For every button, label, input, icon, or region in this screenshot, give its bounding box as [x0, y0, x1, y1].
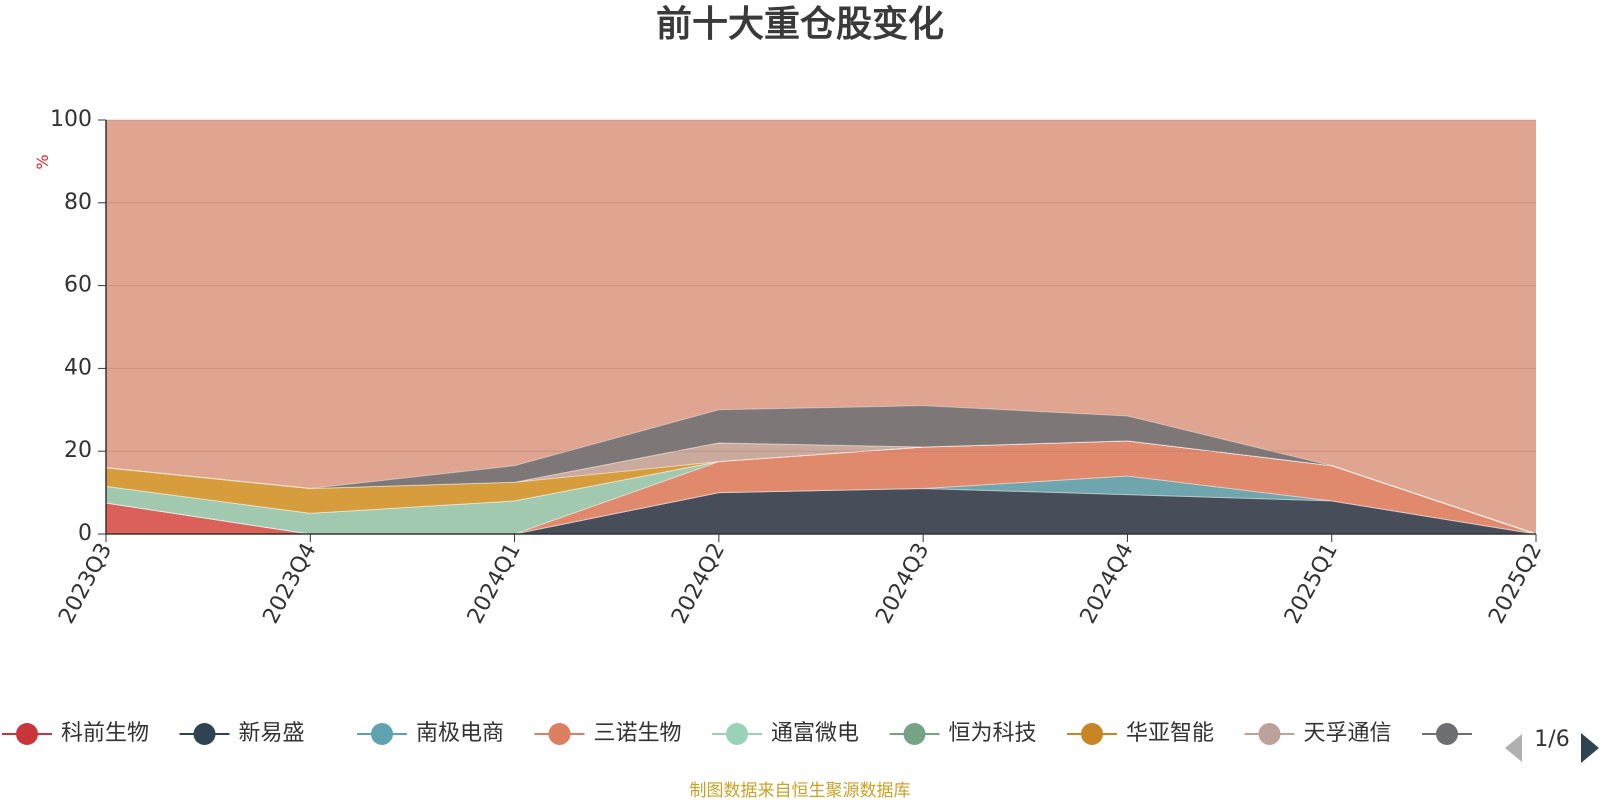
x-tick-label: 2023Q4: [259, 539, 322, 628]
y-tick-label: 20: [64, 438, 92, 463]
legend-next-icon[interactable]: [1581, 733, 1599, 763]
x-tick-label: 2025Q1: [1280, 539, 1343, 628]
y-tick-label: 60: [64, 273, 92, 298]
x-tick-label: 2024Q2: [667, 539, 730, 628]
legend-marker-icon: [1081, 723, 1103, 745]
chart-title: 前十大重仓股变化: [656, 3, 944, 45]
legend-item[interactable]: 恒为科技: [889, 721, 1037, 746]
gridlines: [106, 119, 1536, 452]
legend-marker-icon: [1436, 723, 1458, 745]
legend-marker-icon: [726, 723, 748, 745]
legend-label: 三诺生物: [594, 721, 682, 746]
legend-item[interactable]: 科前生物: [2, 721, 149, 746]
y-tick-label: 100: [50, 107, 92, 132]
legend-label: 恒为科技: [949, 721, 1037, 746]
x-tick-label: 2024Q4: [1076, 539, 1139, 628]
x-axis: 2023Q3 2023Q4 2024Q1 2024Q2 2024Q3 2024Q4 2025…: [54, 533, 1547, 628]
legend-marker-icon: [16, 723, 38, 745]
y-tick-label: 80: [64, 190, 92, 215]
legend: 科前生物 新易盛 南极电商 三诺生物 通富微电 恒为科技 华亚智能 天孚通信 中际旭创: [2, 721, 1569, 746]
y-axis-unit: %: [33, 154, 52, 169]
legend-pager: 1/6: [1505, 727, 1599, 763]
legend-marker-icon: [371, 723, 393, 745]
y-tick-label: 0: [78, 521, 92, 546]
legend-label: 天孚通信: [1304, 721, 1392, 746]
y-tick-label: 40: [64, 355, 92, 380]
legend-marker-icon: [903, 723, 926, 745]
legend-label: 南极电商: [416, 721, 504, 746]
legend-label: 科前生物: [61, 721, 149, 746]
legend-label: 华亚智能: [1126, 721, 1214, 746]
legend-marker-icon: [548, 723, 571, 745]
y-axis: 0 20 40 60 80 100: [50, 107, 107, 546]
x-tick-label: 2024Q1: [463, 539, 526, 628]
legend-page-indicator: 1/6: [1534, 727, 1569, 752]
x-tick-label: 2025Q2: [1484, 539, 1547, 628]
data-source-note: 制图数据来自恒生聚源数据库: [690, 781, 911, 800]
legend-label: 通富微电: [771, 721, 859, 746]
legend-item[interactable]: 天孚通信: [1244, 721, 1392, 746]
legend-item[interactable]: 新易盛: [179, 721, 305, 746]
legend-item[interactable]: 三诺生物: [534, 721, 682, 746]
legend-item[interactable]: 华亚智能: [1067, 721, 1214, 746]
legend-prev-icon[interactable]: [1505, 734, 1522, 762]
x-tick-label: 2023Q3: [54, 539, 117, 628]
legend-marker-icon: [1258, 723, 1281, 745]
legend-item[interactable]: 南极电商: [357, 721, 504, 746]
legend-label: 新易盛: [239, 721, 305, 746]
legend-item[interactable]: 中际旭创: [1422, 721, 1569, 746]
legend-item[interactable]: 通富微电: [712, 721, 859, 746]
legend-marker-icon: [193, 723, 216, 745]
x-tick-label: 2024Q3: [871, 539, 934, 628]
